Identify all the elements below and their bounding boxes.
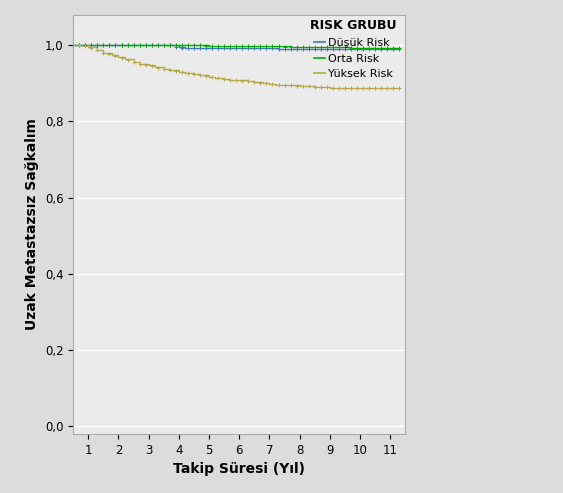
Y-axis label: Uzak Metastazsız Sağkalım: Uzak Metastazsız Sağkalım	[25, 118, 39, 330]
X-axis label: Takip Süresi (Yıl): Takip Süresi (Yıl)	[173, 462, 305, 476]
Legend: Düşük Risk, Orta Risk, Yüksek Risk: Düşük Risk, Orta Risk, Yüksek Risk	[307, 16, 400, 82]
